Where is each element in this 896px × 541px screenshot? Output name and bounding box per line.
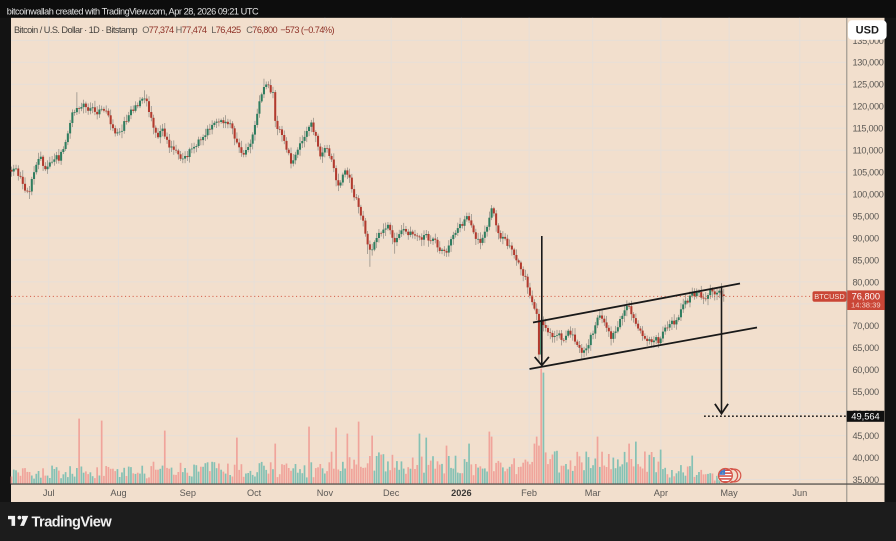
svg-text:BTCUSD: BTCUSD bbox=[814, 292, 844, 301]
svg-text:Sep: Sep bbox=[180, 488, 196, 498]
svg-text:90,000: 90,000 bbox=[853, 233, 879, 243]
svg-text:45,000: 45,000 bbox=[853, 431, 879, 441]
svg-text:May: May bbox=[720, 488, 738, 498]
svg-text:95,000: 95,000 bbox=[853, 211, 879, 221]
svg-text:110,000: 110,000 bbox=[853, 146, 884, 156]
svg-text:Dec: Dec bbox=[383, 488, 400, 498]
svg-text:Mar: Mar bbox=[585, 488, 601, 498]
svg-text:100,000: 100,000 bbox=[853, 190, 884, 200]
svg-text:115,000: 115,000 bbox=[853, 124, 884, 134]
svg-text:Feb: Feb bbox=[521, 488, 537, 498]
svg-text:14:38:39: 14:38:39 bbox=[851, 301, 881, 310]
svg-text:60,000: 60,000 bbox=[853, 365, 879, 375]
svg-text:2026: 2026 bbox=[451, 488, 471, 498]
svg-text:105,000: 105,000 bbox=[853, 168, 884, 178]
svg-text:80,000: 80,000 bbox=[853, 277, 879, 287]
svg-text:Jul: Jul bbox=[43, 488, 55, 498]
svg-text:125,000: 125,000 bbox=[853, 80, 884, 90]
svg-text:120,000: 120,000 bbox=[853, 102, 884, 112]
svg-text:70,000: 70,000 bbox=[853, 321, 879, 331]
svg-text:55,000: 55,000 bbox=[853, 387, 879, 397]
svg-text:Aug: Aug bbox=[110, 488, 126, 498]
svg-text:TradingView: TradingView bbox=[32, 515, 113, 531]
svg-text:USD: USD bbox=[856, 25, 879, 37]
svg-text:Nov: Nov bbox=[317, 488, 334, 498]
svg-text:bitcoinwallah created with Tra: bitcoinwallah created with TradingView.c… bbox=[7, 6, 259, 16]
svg-text:35,000: 35,000 bbox=[853, 475, 879, 485]
svg-text:130,000: 130,000 bbox=[853, 58, 884, 68]
svg-text:40,000: 40,000 bbox=[853, 453, 879, 463]
svg-text:Jun: Jun bbox=[792, 488, 807, 498]
svg-text:Apr: Apr bbox=[654, 488, 668, 498]
svg-text:49,564: 49,564 bbox=[851, 411, 879, 421]
svg-text:76,800: 76,800 bbox=[852, 292, 880, 302]
svg-text:Bitcoin / U.S. Dollar · 1D · B: Bitcoin / U.S. Dollar · 1D · Bitstamp O77… bbox=[14, 25, 335, 35]
svg-text:65,000: 65,000 bbox=[853, 343, 879, 353]
svg-text:Oct: Oct bbox=[247, 488, 262, 498]
svg-text:85,000: 85,000 bbox=[853, 255, 879, 265]
svg-text:135,000: 135,000 bbox=[853, 36, 884, 46]
